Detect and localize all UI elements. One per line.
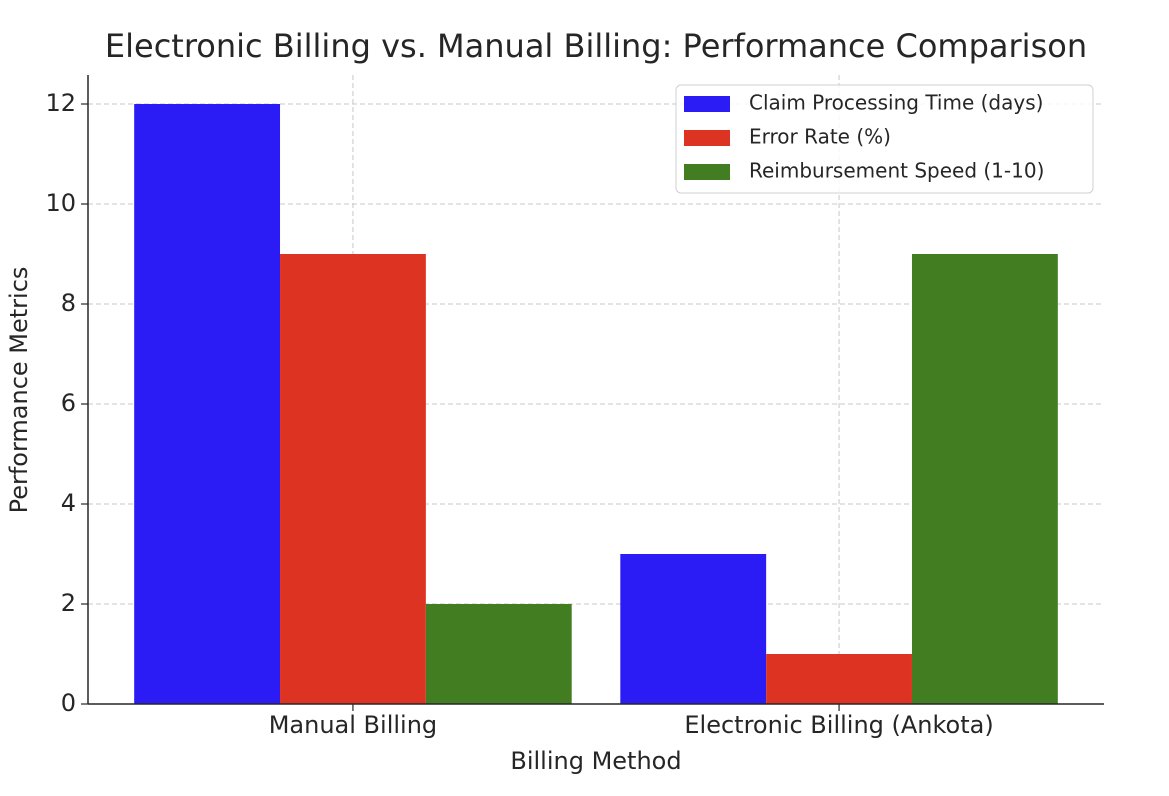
legend-swatch (684, 130, 730, 146)
chart-title: Electronic Billing vs. Manual Billing: P… (105, 27, 1087, 65)
y-tick-label: 0 (61, 689, 76, 717)
legend-label: Claim Processing Time (days) (749, 91, 1043, 115)
legend-label: Reimbursement Speed (1-10) (749, 159, 1044, 183)
y-tick-label: 4 (61, 489, 76, 517)
y-tick-label: 2 (61, 589, 76, 617)
bar (425, 604, 572, 704)
legend-swatch (684, 96, 730, 112)
legend: Claim Processing Time (days) Error Rate (… (675, 84, 1094, 194)
y-tick-label: 12 (45, 89, 76, 117)
y-tick-label: 10 (45, 189, 76, 217)
y-axis-label: Performance Metrics (5, 267, 33, 514)
bar (911, 254, 1058, 704)
bar (280, 254, 426, 704)
y-tick-label: 8 (61, 289, 76, 317)
x-tick-label: Electronic Billing (Ankota) (684, 711, 993, 739)
y-tick-label: 6 (61, 389, 76, 417)
legend-box (675, 84, 1094, 194)
legend-swatch (684, 164, 730, 180)
x-tick-label: Manual Billing (269, 711, 437, 739)
bar (134, 104, 281, 704)
bar (766, 654, 912, 704)
legend-label: Error Rate (%) (749, 125, 891, 149)
bar (620, 554, 767, 704)
x-axis-label: Billing Method (510, 747, 681, 775)
